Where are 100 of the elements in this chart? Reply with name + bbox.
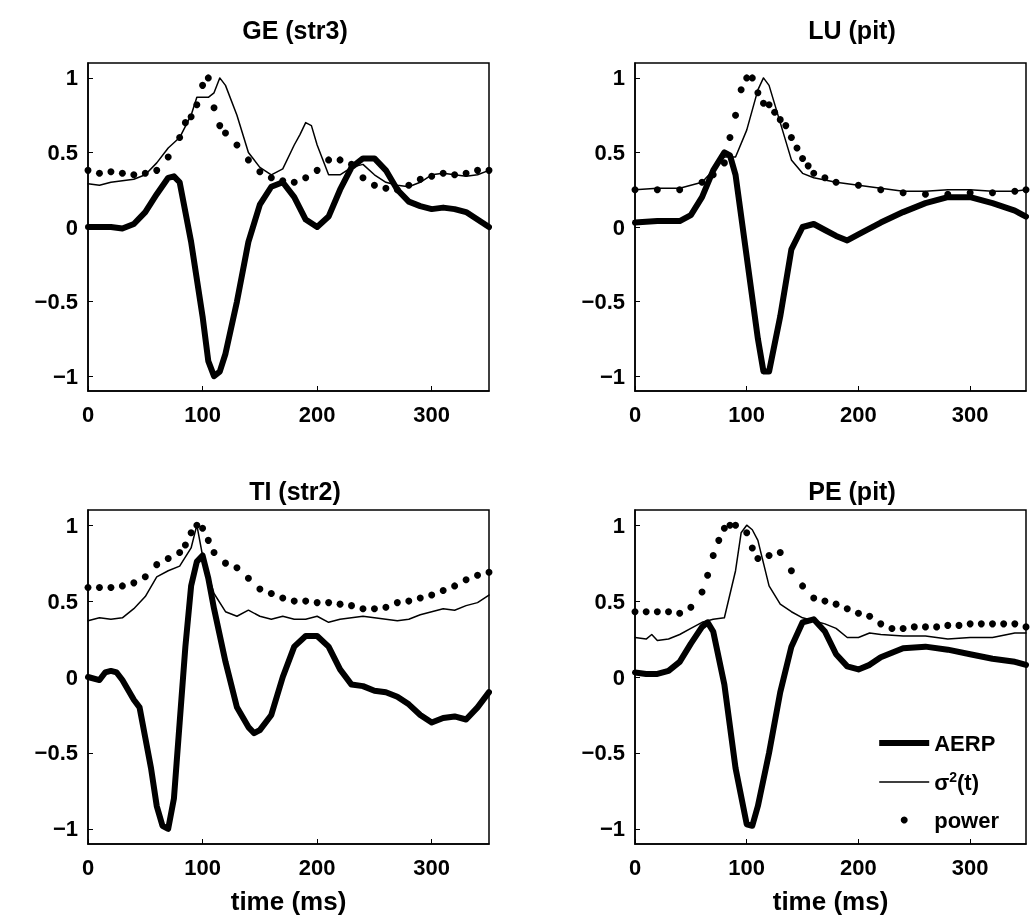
point — [810, 169, 818, 177]
point — [687, 603, 695, 611]
point — [84, 166, 92, 174]
point — [765, 101, 773, 109]
x-tick-label: 100 — [728, 401, 766, 427]
point — [877, 186, 885, 194]
point — [95, 583, 103, 591]
point — [698, 178, 706, 186]
point — [405, 181, 413, 189]
y-tick-label: 1 — [65, 65, 78, 91]
x-axis-title: time (ms) — [772, 886, 889, 916]
x-tick-label: 0 — [628, 854, 642, 880]
point — [428, 172, 436, 180]
point — [877, 620, 885, 628]
point — [988, 620, 996, 628]
point — [359, 174, 367, 182]
point — [118, 582, 126, 590]
point — [854, 181, 862, 189]
y-tick-label: −1 — [52, 816, 78, 842]
point — [256, 168, 264, 176]
legend-label: AERP — [934, 730, 996, 756]
point — [141, 573, 149, 581]
point — [107, 583, 115, 591]
point — [244, 156, 252, 164]
chart-title: LU (pit) — [808, 15, 896, 44]
point — [642, 608, 650, 616]
y-tick-label: 1 — [612, 65, 625, 91]
point — [290, 597, 298, 605]
point — [709, 552, 717, 560]
point — [720, 159, 728, 167]
x-tick-label: 0 — [81, 401, 95, 427]
point — [631, 608, 639, 616]
point — [888, 624, 896, 632]
point — [176, 134, 184, 142]
point — [988, 189, 996, 197]
point — [439, 586, 447, 594]
point — [130, 579, 138, 587]
point — [704, 571, 712, 579]
point — [233, 564, 241, 572]
point — [221, 129, 229, 137]
point — [176, 549, 184, 557]
point — [474, 166, 482, 174]
point — [910, 623, 918, 631]
x-tick-label: 200 — [298, 401, 336, 427]
point — [382, 184, 390, 192]
point — [737, 86, 745, 94]
point — [966, 620, 974, 628]
point — [754, 555, 762, 563]
point — [130, 171, 138, 179]
point — [193, 521, 201, 529]
point — [732, 521, 740, 529]
point — [193, 101, 201, 109]
point — [204, 74, 212, 82]
point — [485, 166, 493, 174]
point — [313, 599, 321, 607]
y-tick-label: −0.5 — [34, 289, 78, 315]
point — [776, 549, 784, 557]
point — [290, 178, 298, 186]
point — [462, 169, 470, 177]
y-tick-label: −0.5 — [581, 289, 625, 315]
point — [302, 597, 310, 605]
point — [267, 590, 275, 597]
chart-title: PE (pit) — [808, 476, 896, 505]
point — [199, 81, 207, 89]
x-axis-title: time (ms) — [230, 886, 347, 916]
x-tick-label: 100 — [184, 401, 221, 427]
point — [748, 74, 756, 82]
point — [631, 186, 639, 194]
chart-title: TI (str2) — [249, 476, 341, 505]
point — [348, 602, 356, 610]
point — [84, 583, 92, 591]
y-tick-label: −1 — [52, 363, 78, 389]
point — [804, 162, 812, 170]
point — [732, 111, 740, 119]
x-tick-label: 300 — [413, 401, 451, 427]
point — [393, 599, 401, 607]
point — [754, 89, 762, 97]
point — [325, 156, 333, 164]
point — [771, 108, 779, 116]
point — [653, 186, 661, 194]
point — [799, 154, 807, 162]
y-tick-label: 0.5 — [594, 139, 625, 165]
point — [107, 168, 115, 176]
x-tick-label: 300 — [951, 854, 989, 880]
y-tick-label: −1 — [599, 363, 625, 389]
y-tick-label: 1 — [65, 512, 78, 538]
point — [1011, 620, 1019, 628]
point — [244, 574, 252, 582]
point — [832, 178, 840, 186]
point — [451, 582, 459, 590]
point — [787, 134, 795, 142]
point — [141, 169, 149, 177]
y-tick-label: 0 — [612, 214, 625, 240]
point — [325, 599, 333, 607]
point — [451, 171, 459, 179]
point — [210, 104, 218, 112]
x-tick-label: 200 — [840, 854, 877, 880]
y-tick-label: 0 — [65, 664, 78, 690]
point — [720, 524, 728, 532]
y-tick-label: 0 — [65, 214, 78, 240]
